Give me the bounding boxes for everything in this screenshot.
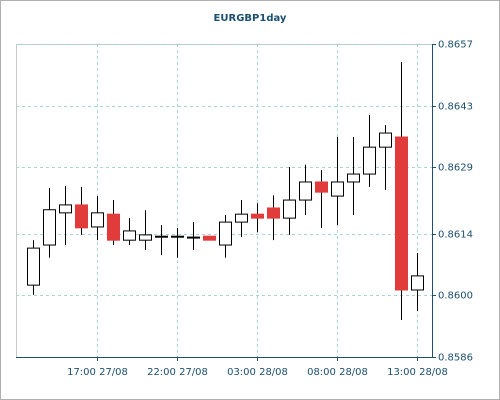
- x-tick-label: 03:00 28/08: [227, 367, 288, 378]
- candle-body: [59, 204, 72, 214]
- candle-body: [107, 213, 120, 241]
- candle-body: [123, 230, 136, 241]
- candle-body: [171, 235, 184, 238]
- candle-body: [155, 235, 168, 238]
- candle-body: [363, 146, 376, 175]
- candle-body: [251, 213, 264, 219]
- y-tick-label: 0.8614: [438, 230, 473, 241]
- candle-body: [331, 181, 344, 197]
- candle-body: [235, 213, 248, 223]
- candle-body: [91, 212, 104, 228]
- y-tick-label: 0.8600: [438, 291, 473, 302]
- x-tick-label: 13:00 28/08: [387, 367, 448, 378]
- x-tick-label: 22:00 27/08: [147, 367, 208, 378]
- candle-body: [283, 199, 296, 219]
- candle-body: [395, 136, 408, 291]
- candle-body: [187, 236, 200, 239]
- candle-body: [267, 207, 280, 219]
- x-tick-label: 08:00 28/08: [307, 367, 368, 378]
- candle-body: [219, 221, 232, 246]
- candle-body: [43, 209, 56, 246]
- y-tick-label: 0.8629: [438, 163, 473, 174]
- candle-body: [27, 247, 40, 286]
- candle-body: [411, 275, 424, 291]
- candle-body: [347, 173, 360, 183]
- y-tick-label: 0.8657: [438, 40, 473, 51]
- candle-body: [203, 235, 216, 241]
- candle-body: [75, 204, 88, 229]
- candle-body: [139, 234, 152, 241]
- candle-body: [315, 181, 328, 193]
- y-tick-label: 0.8586: [438, 353, 473, 364]
- x-tick-label: 17:00 27/08: [67, 367, 128, 378]
- chart-title: EURGBP1day: [214, 13, 287, 24]
- y-tick-label: 0.8643: [438, 102, 473, 113]
- plot-area: [16, 44, 433, 358]
- candle-body: [299, 181, 312, 201]
- candle-body: [379, 132, 392, 148]
